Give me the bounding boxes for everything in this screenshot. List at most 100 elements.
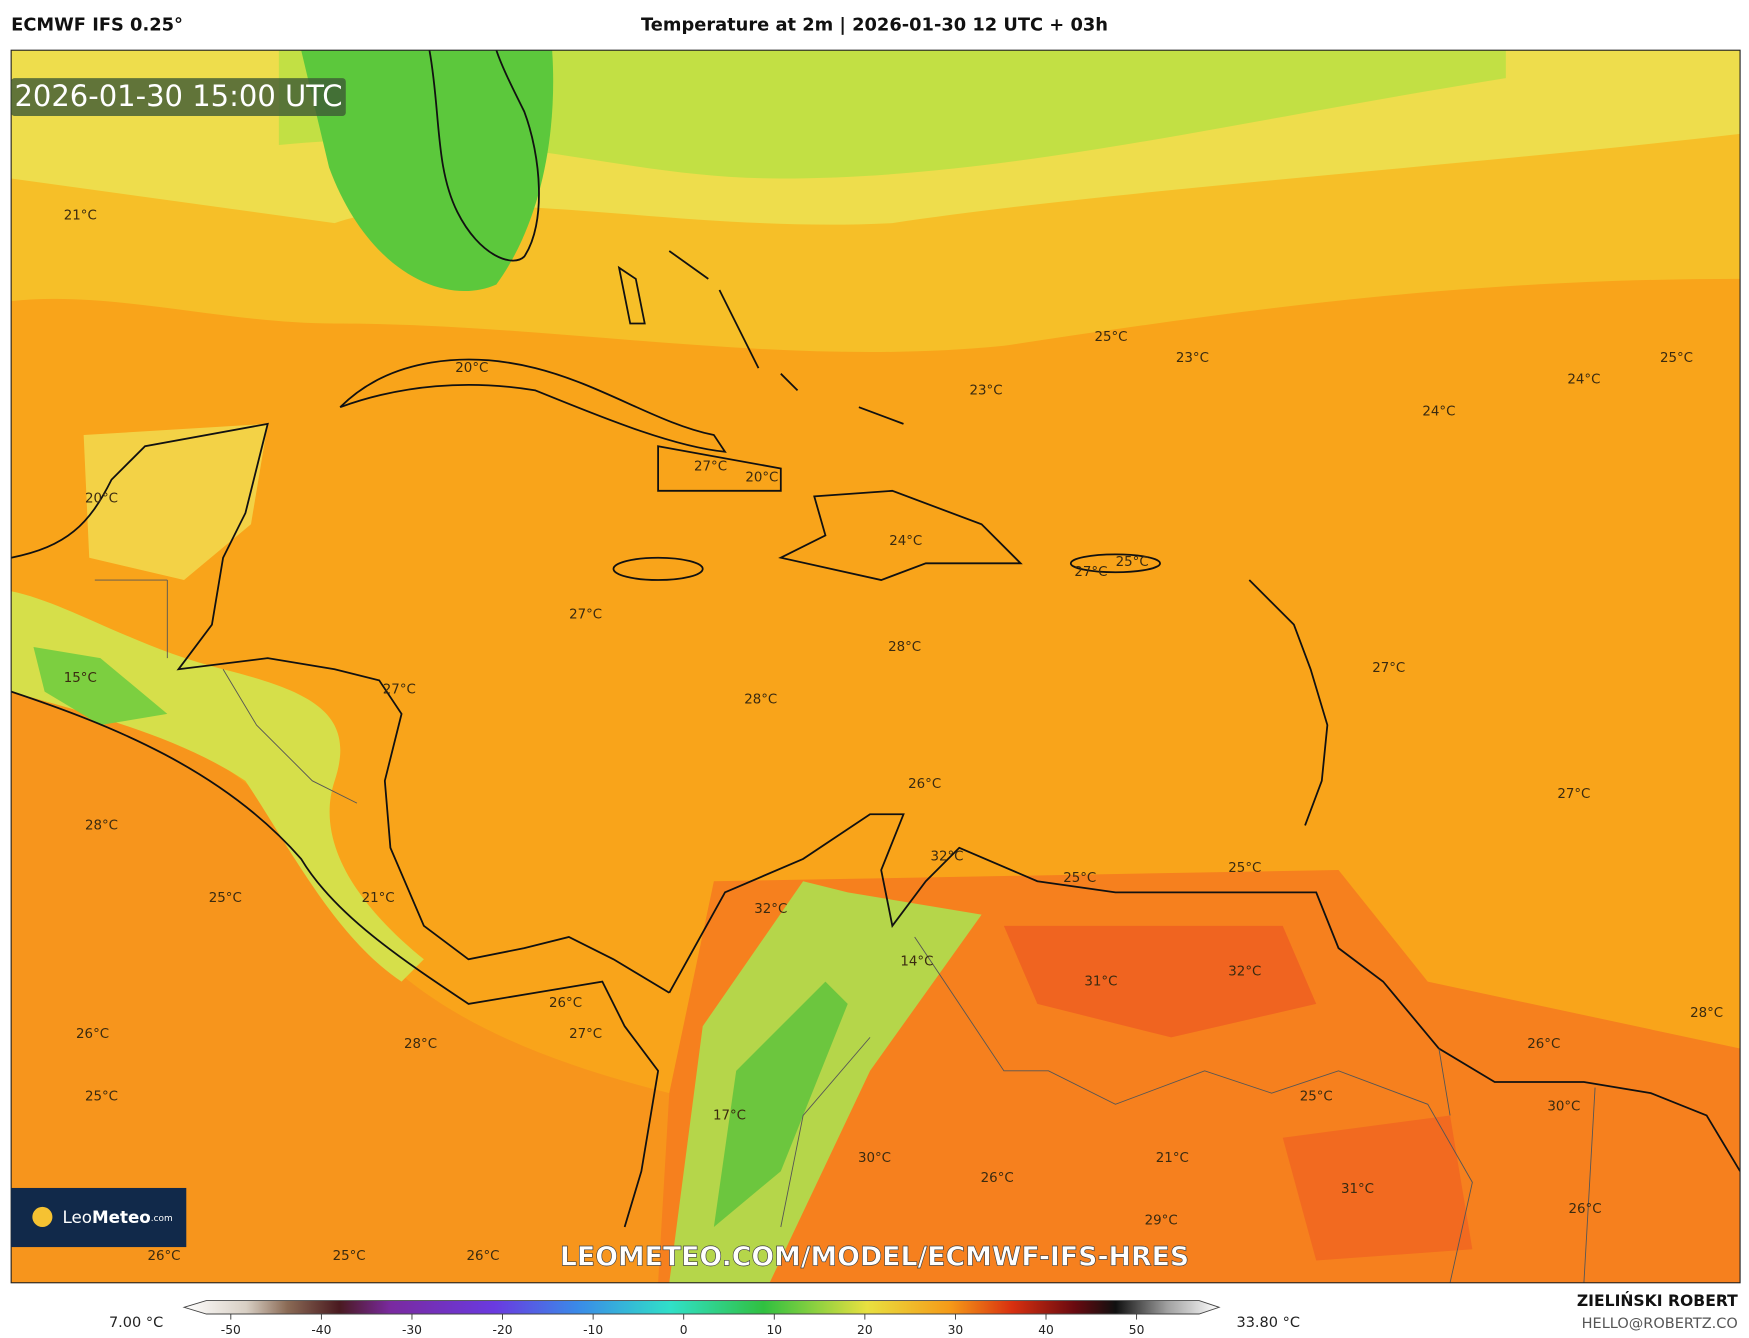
central-america-pacific-coast xyxy=(11,690,660,1228)
author: ZIELIŃSKI ROBERT xyxy=(1577,1291,1738,1310)
temperature-label: 26°C xyxy=(908,777,941,792)
temperature-label: 26°C xyxy=(981,1171,1014,1186)
south-america-coast xyxy=(668,813,1741,1172)
colorbar-tick-label: -50 xyxy=(221,1323,241,1337)
temperature-label: 26°C xyxy=(1569,1202,1602,1217)
logo-brand: Leo xyxy=(62,1207,92,1227)
temperature-label: 25°C xyxy=(333,1249,366,1264)
temperature-label: 25°C xyxy=(85,1089,118,1104)
map: 21°C 20°C 27°C 20°C 20°C 25°C 23°C 23°C 24°C 24°C… xyxy=(11,50,1741,1283)
temperature-label: 27°C xyxy=(1074,565,1107,580)
temperature-label: 28°C xyxy=(888,640,921,655)
colorbar-tick-label: 0 xyxy=(680,1323,688,1337)
temperature-labels: 21°C 20°C 27°C 20°C 20°C 25°C 23°C 23°C 24°C 24°C… xyxy=(64,208,1723,1264)
pacific-region xyxy=(11,691,670,1283)
temperature-label: 14°C xyxy=(900,955,933,970)
temperature-label: 21°C xyxy=(64,208,97,223)
temperature-label: 23°C xyxy=(1176,351,1209,366)
temperature-label: 24°C xyxy=(1567,372,1600,387)
north-band-green xyxy=(278,50,1506,179)
temperature-label: 27°C xyxy=(569,608,602,623)
colorbar-min-label: 7.00 °C xyxy=(109,1315,163,1331)
temperature-label: 26°C xyxy=(466,1249,499,1264)
timestamp: 2026-01-30 15:00 UTC xyxy=(14,79,342,113)
colorbar: -50 -40 -30 -20 -10 0 10 20 30 40 50 xyxy=(182,1300,1221,1337)
email: HELLO@ROBERTZ.CO xyxy=(1582,1316,1738,1332)
colorbar-tick-label: 50 xyxy=(1129,1323,1145,1337)
florida-cold xyxy=(301,50,554,292)
llanos-hot xyxy=(1003,925,1317,1038)
temperature-label: 24°C xyxy=(889,534,922,549)
colorbar-tick-label: -40 xyxy=(311,1323,331,1337)
temperature-label: 15°C xyxy=(64,671,97,686)
colorbar-tick-label: 20 xyxy=(857,1323,873,1337)
guatemala-highlands xyxy=(33,646,168,726)
temperature-label: 28°C xyxy=(85,818,118,833)
temperature-label: 25°C xyxy=(1116,555,1149,570)
temperature-label: 25°C xyxy=(1300,1089,1333,1104)
colorbar-tick-label: 30 xyxy=(948,1323,964,1337)
temperature-label: 21°C xyxy=(362,891,395,906)
timestamp-box xyxy=(11,78,346,117)
temperature-label: 26°C xyxy=(549,996,582,1011)
temperature-label: 25°C xyxy=(1063,871,1096,886)
temperature-label: 32°C xyxy=(1228,965,1261,980)
temperature-label: 29°C xyxy=(1145,1213,1178,1228)
temperature-label: 27°C xyxy=(1557,787,1590,802)
central-america-caribbean-coast xyxy=(11,422,670,994)
andes-cold xyxy=(713,981,848,1227)
cuba-east-coast xyxy=(657,445,782,492)
map-frame xyxy=(10,49,1741,1284)
watermark: LEOMETEO.COM/MODEL/ECMWF-IFS-HRES xyxy=(560,1242,1189,1273)
temperature-label: 27°C xyxy=(1372,661,1405,676)
hispaniola-coast xyxy=(778,489,1023,581)
temperature-label: 31°C xyxy=(1084,975,1117,990)
temperature-label: 28°C xyxy=(1690,1006,1723,1021)
temperature-label: 28°C xyxy=(744,692,777,707)
model-name: ECMWF IFS 0.25° xyxy=(11,15,183,36)
temperature-label: 25°C xyxy=(1660,351,1693,366)
map-title: Temperature at 2m | 2026-01-30 12 UTC + … xyxy=(641,15,1108,36)
temperature-label: 20°C xyxy=(455,361,488,376)
temperature-label: 25°C xyxy=(209,891,242,906)
logo-suffix: .com xyxy=(151,1214,173,1224)
temperature-label: 25°C xyxy=(1094,330,1127,345)
temperature-label: 30°C xyxy=(1547,1100,1580,1115)
temperature-label: 26°C xyxy=(147,1249,180,1264)
colorbar-tick-label: -20 xyxy=(493,1323,513,1337)
cuba-coast xyxy=(339,358,727,453)
temperature-label: 27°C xyxy=(569,1027,602,1042)
lesser-antilles-coast xyxy=(1248,579,1329,826)
jamaica-coast xyxy=(612,556,704,581)
florida-coast xyxy=(428,50,540,262)
colorbar-max-label: 33.80 °C xyxy=(1236,1315,1300,1331)
temperature-label: 27°C xyxy=(694,459,727,474)
temperature-label: 20°C xyxy=(85,492,118,507)
country-borders xyxy=(94,579,1596,1283)
temperature-label: 25°C xyxy=(1228,861,1261,876)
temperature-label: 27°C xyxy=(383,682,416,697)
temperature-label: 31°C xyxy=(1341,1182,1374,1197)
temperature-label: 28°C xyxy=(404,1037,437,1052)
colorbar-tick-label: 10 xyxy=(766,1323,782,1337)
temperature-label: 30°C xyxy=(858,1151,891,1166)
temperature-label: 23°C xyxy=(970,383,1003,398)
bahamas-coast xyxy=(617,250,904,425)
colorbar-scale xyxy=(182,1300,1221,1315)
temperature-label: 32°C xyxy=(754,902,787,917)
temperature-label: 21°C xyxy=(1156,1151,1189,1166)
logo-sun xyxy=(32,1206,53,1227)
temperature-label: 32°C xyxy=(930,850,963,865)
temperature-label: 26°C xyxy=(76,1027,109,1042)
colorbar-tick-label: -10 xyxy=(583,1323,603,1337)
colorbar-tick-label: -30 xyxy=(402,1323,422,1337)
colorbar-tick-label: 40 xyxy=(1038,1323,1054,1337)
temperature-label: 20°C xyxy=(745,470,778,485)
yucatan-region xyxy=(83,423,268,581)
temperature-label: 26°C xyxy=(1527,1037,1560,1052)
temperature-label: 24°C xyxy=(1422,405,1455,420)
guiana-hot xyxy=(1282,1115,1473,1261)
temperature-label: 17°C xyxy=(713,1108,746,1123)
logo-text: LeoMeteo.com xyxy=(62,1207,172,1227)
